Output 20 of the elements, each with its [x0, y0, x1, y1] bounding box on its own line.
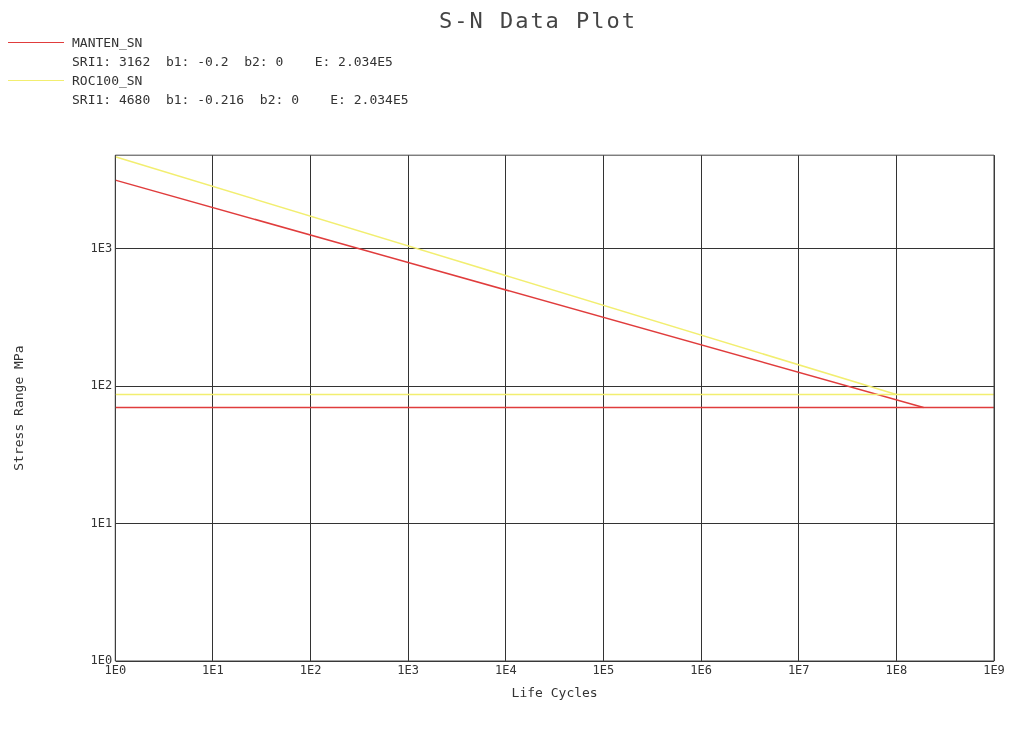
x-tick-label: 1E4 [494, 663, 517, 678]
x-tick-label: 1E3 [397, 663, 420, 678]
y-axis-title: Stress Range MPa [11, 345, 27, 471]
x-tick-label: 1E1 [202, 663, 224, 678]
x-tick-label: 1E2 [299, 663, 322, 678]
x-tick-label: 1E8 [885, 663, 908, 678]
x-tick-label: 1E5 [592, 663, 615, 678]
text: SRI1: 4680 b1: -0.216 b2: 0 E: 2.034E5 [72, 91, 409, 109]
chart-title: S-N Data Plot [437, 8, 639, 33]
x-tick-label: 1E0 [104, 663, 127, 678]
x-tick-label: 1E9 [983, 663, 1005, 678]
legend-label: ROC100_SN [72, 72, 143, 90]
y-tick-label: 1E2 [90, 378, 113, 393]
x-axis-title: Life Cycles [511, 684, 598, 700]
y-tick-label: 1E1 [90, 515, 113, 530]
x-tick-label: 1E7 [787, 663, 810, 678]
legend-label: MANTEN_SN [72, 34, 143, 52]
y-tick-label: 1E3 [90, 240, 113, 255]
x-tick-label: 1E6 [690, 663, 712, 678]
text: SRI1: 3162 b1: -0.2 b2: 0 E: 2.034E5 [72, 53, 393, 71]
